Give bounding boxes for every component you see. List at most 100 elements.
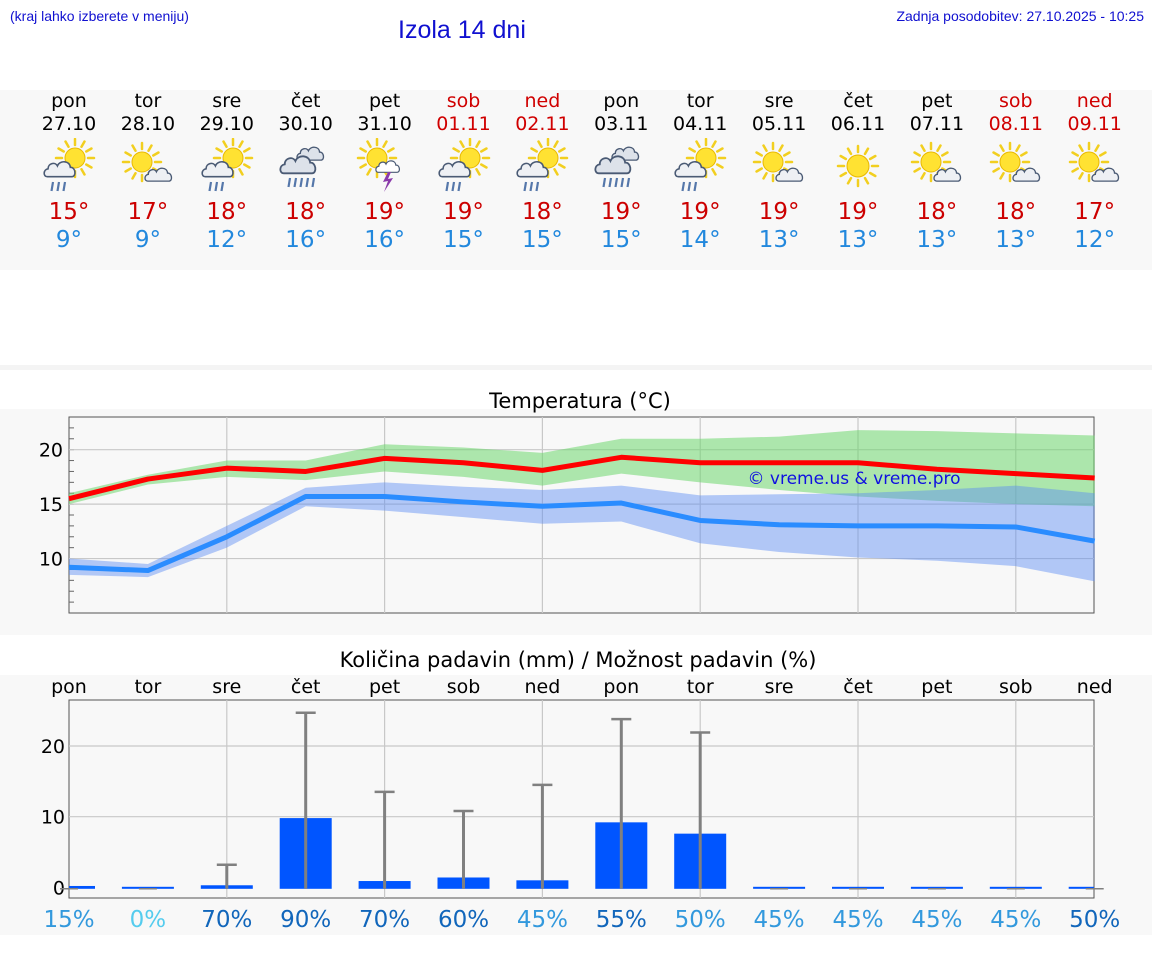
x-tick-label: pon bbox=[51, 676, 87, 698]
plot-area bbox=[68, 699, 1095, 899]
temp-max: 18° bbox=[995, 199, 1037, 225]
sun-icon bbox=[836, 144, 880, 188]
temp-max: 17° bbox=[1074, 199, 1116, 225]
precip-bar bbox=[832, 886, 884, 889]
day-date: 09.11 bbox=[1067, 113, 1122, 135]
sun-cloud-rain-icon bbox=[437, 138, 490, 192]
precip-probability: 70% bbox=[359, 907, 410, 933]
y-tick-label: 15 bbox=[39, 494, 63, 516]
day-name: pet bbox=[368, 90, 401, 112]
day-column: pon 27.10 15° 9° bbox=[29, 90, 109, 254]
sun-thunder-icon bbox=[356, 138, 400, 192]
cloud-rain-icon bbox=[279, 146, 324, 188]
day-name: čet bbox=[843, 90, 873, 112]
day-column: sob 01.11 19° 15° bbox=[424, 90, 504, 254]
precip-probability: 50% bbox=[675, 907, 726, 933]
day-name: pon bbox=[603, 90, 640, 112]
day-date: 29.10 bbox=[199, 113, 254, 135]
day-date: 05.11 bbox=[751, 113, 807, 135]
day-name: sob bbox=[999, 90, 1033, 112]
chart-title: Količina padavin (mm) / Možnost padavin … bbox=[340, 648, 817, 672]
x-tick-label: sre bbox=[212, 676, 241, 698]
y-tick-label: 10 bbox=[41, 807, 65, 829]
day-column: sob 08.11 18° 13° bbox=[976, 90, 1056, 254]
x-tick-label: pet bbox=[921, 676, 952, 698]
temp-max: 18° bbox=[916, 199, 958, 225]
precip-probability: 45% bbox=[911, 907, 962, 933]
temp-min: 15° bbox=[522, 227, 563, 253]
precip-bar bbox=[910, 886, 963, 889]
sun-cloud-rain-icon bbox=[43, 138, 96, 192]
x-tick-label: pet bbox=[369, 676, 400, 698]
day-name: ned bbox=[1076, 90, 1113, 112]
cloud-rain-icon bbox=[594, 146, 640, 188]
watermark: © vreme.us & vreme.pro bbox=[747, 469, 960, 489]
day-date: 04.11 bbox=[672, 113, 728, 135]
sun-cloud-rain-icon bbox=[516, 138, 569, 192]
day-date: 30.10 bbox=[278, 113, 333, 135]
temperature-chart: Temperatura (°C) 10 15 20 © vreme.us & vreme… bbox=[0, 389, 1152, 635]
page-title: Izola 14 dni bbox=[398, 16, 526, 44]
precip-probability: 45% bbox=[517, 907, 568, 933]
menu-hint: (kraj lahko izberete v meniju) bbox=[10, 8, 189, 24]
sun-cloud-icon bbox=[910, 141, 962, 183]
x-tick-label: tor bbox=[134, 676, 161, 698]
temp-min: 14° bbox=[679, 227, 721, 253]
day-date: 08.11 bbox=[988, 113, 1043, 135]
precip-probability: 15% bbox=[43, 907, 94, 933]
temp-min: 15° bbox=[600, 227, 642, 253]
precip-probability: 45% bbox=[990, 907, 1041, 933]
sun-cloud-icon bbox=[752, 141, 804, 183]
temp-max: 19° bbox=[679, 199, 721, 225]
day-date: 28.10 bbox=[120, 113, 176, 135]
x-tick-label: ned bbox=[525, 676, 561, 698]
temp-min: 13° bbox=[758, 227, 800, 253]
x-tick-label: tor bbox=[687, 676, 714, 698]
precip-bar bbox=[1068, 886, 1094, 889]
day-date: 27.10 bbox=[41, 113, 97, 135]
day-column: čet 30.10 18° 16° bbox=[266, 90, 346, 254]
sun-cloud-icon bbox=[121, 141, 173, 183]
temp-max: 19° bbox=[443, 199, 484, 225]
precip-probability: 45% bbox=[754, 907, 805, 933]
temp-min: 9° bbox=[55, 227, 83, 253]
temp-max: 18° bbox=[522, 199, 563, 225]
x-tick-label: sre bbox=[765, 676, 794, 698]
temp-min: 12° bbox=[1074, 227, 1116, 253]
day-column: pet 31.10 19° 16° bbox=[345, 90, 425, 254]
temp-min: 12° bbox=[206, 227, 248, 253]
temp-max: 18° bbox=[285, 199, 327, 225]
precip-probability: 0% bbox=[130, 907, 167, 933]
day-name: ned bbox=[524, 90, 561, 112]
temp-max: 19° bbox=[600, 199, 642, 225]
precip-probability: 55% bbox=[596, 907, 647, 933]
min-temp-range-band bbox=[69, 482, 1095, 582]
day-name: tor bbox=[134, 90, 162, 112]
day-column: sre 29.10 18° 12° bbox=[187, 90, 267, 254]
chart-title: Temperatura (°C) bbox=[488, 389, 671, 413]
temp-min: 15° bbox=[443, 227, 484, 253]
sun-cloud-icon bbox=[1068, 141, 1119, 183]
sun-cloud-icon bbox=[989, 141, 1040, 183]
precip-probability: 90% bbox=[280, 907, 331, 933]
day-column: čet 06.11 19° 13° bbox=[818, 90, 898, 254]
temp-min: 13° bbox=[995, 227, 1037, 253]
temp-max: 17° bbox=[127, 199, 169, 225]
min-temp-line bbox=[68, 493, 1096, 574]
day-column: pon 03.11 19° 15° bbox=[581, 90, 661, 254]
day-date: 06.11 bbox=[830, 113, 886, 135]
day-date: 31.10 bbox=[357, 113, 412, 135]
precip-probability: 60% bbox=[438, 907, 489, 933]
temp-min: 13° bbox=[837, 227, 879, 253]
precip-bar bbox=[753, 886, 806, 889]
day-date: 03.11 bbox=[594, 113, 649, 135]
max-temp-line bbox=[68, 454, 1095, 502]
day-name: čet bbox=[290, 90, 321, 112]
day-date: 01.11 bbox=[436, 113, 491, 135]
y-tick-label: 20 bbox=[39, 440, 63, 462]
max-temp-range-band bbox=[69, 430, 1095, 507]
x-tick-label: ned bbox=[1077, 676, 1113, 698]
day-column: tor 28.10 17° 9° bbox=[108, 90, 188, 254]
x-tick-label: sob bbox=[447, 676, 481, 698]
temp-max: 19° bbox=[758, 199, 800, 225]
